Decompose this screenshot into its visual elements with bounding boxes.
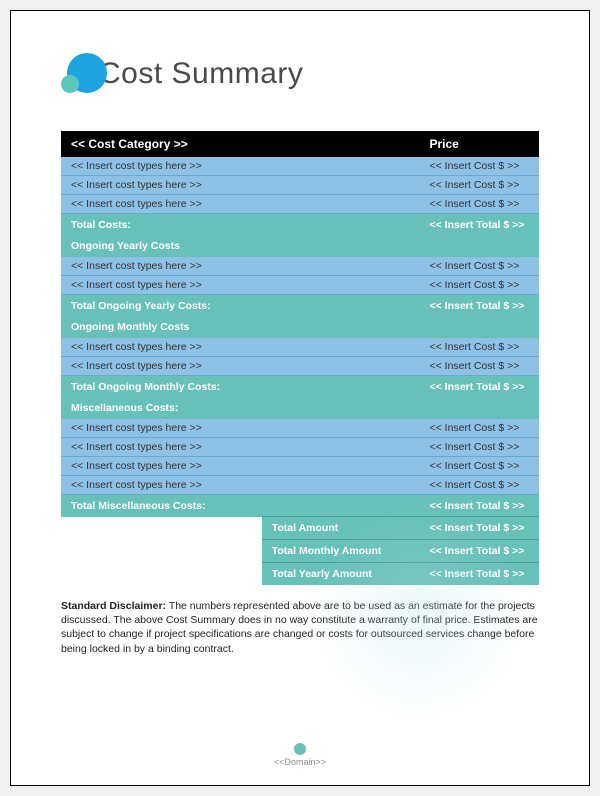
page: Cost Summary << Cost Category >>Price<< … — [10, 10, 590, 786]
section-heading: Ongoing Monthly Costs — [61, 316, 419, 338]
cost-price: << Insert Cost $ >> — [419, 257, 539, 276]
sub-row: Total Costs:<< Insert Total $ >> — [61, 214, 539, 236]
totals-price: << Insert Total $ >> — [419, 540, 539, 563]
sub-row: Ongoing Yearly Costs — [61, 235, 539, 257]
totals-label: Total Amount — [262, 517, 420, 540]
subtotal-label: Total Miscellaneous Costs: — [61, 495, 419, 517]
cost-type-label: << Insert cost types here >> — [61, 457, 419, 476]
cost-type-label: << Insert cost types here >> — [61, 176, 419, 195]
sub-row: Total Miscellaneous Costs:<< Insert Tota… — [61, 495, 539, 517]
subtotal-label: Total Costs: — [61, 214, 419, 236]
section-heading-spacer — [419, 235, 539, 257]
logo-icon — [61, 51, 107, 97]
cost-type-label: << Insert cost types here >> — [61, 357, 419, 376]
subtotal-price: << Insert Total $ >> — [419, 495, 539, 517]
footer-text: <<Domain>> — [274, 757, 326, 767]
sub-row: Miscellaneous Costs: — [61, 397, 539, 419]
subtotal-price: << Insert Total $ >> — [419, 295, 539, 317]
disclaimer: Standard Disclaimer: The numbers represe… — [61, 599, 539, 656]
subtotal-label: Total Ongoing Yearly Costs: — [61, 295, 419, 317]
data-row: << Insert cost types here >><< Insert Co… — [61, 438, 539, 457]
cost-type-label: << Insert cost types here >> — [61, 276, 419, 295]
subtotal-price: << Insert Total $ >> — [419, 376, 539, 398]
data-row: << Insert cost types here >><< Insert Co… — [61, 419, 539, 438]
data-row: << Insert cost types here >><< Insert Co… — [61, 338, 539, 357]
section-heading: Miscellaneous Costs: — [61, 397, 419, 419]
cost-price: << Insert Cost $ >> — [419, 457, 539, 476]
footer: <<Domain>> — [11, 743, 589, 767]
totals-label: Total Monthly Amount — [262, 540, 420, 563]
subtotal-price: << Insert Total $ >> — [419, 214, 539, 236]
section-heading-spacer — [419, 316, 539, 338]
header-category: << Cost Category >> — [61, 131, 419, 157]
footer-dot-icon — [294, 743, 306, 755]
page-title: Cost Summary — [99, 57, 303, 91]
disclaimer-heading: Standard Disclaimer: — [61, 600, 166, 612]
section-heading-spacer — [419, 397, 539, 419]
data-row: << Insert cost types here >><< Insert Co… — [61, 176, 539, 195]
cost-type-label: << Insert cost types here >> — [61, 257, 419, 276]
totals-empty — [61, 517, 262, 540]
cost-price: << Insert Cost $ >> — [419, 276, 539, 295]
cost-price: << Insert Cost $ >> — [419, 438, 539, 457]
section-heading: Ongoing Yearly Costs — [61, 235, 419, 257]
cost-price: << Insert Cost $ >> — [419, 357, 539, 376]
totals-price: << Insert Total $ >> — [419, 563, 539, 586]
cost-price: << Insert Cost $ >> — [419, 195, 539, 214]
totals-price: << Insert Total $ >> — [419, 517, 539, 540]
data-row: << Insert cost types here >><< Insert Co… — [61, 257, 539, 276]
cost-type-label: << Insert cost types here >> — [61, 157, 419, 176]
data-row: << Insert cost types here >><< Insert Co… — [61, 476, 539, 495]
cost-table: << Cost Category >>Price<< Insert cost t… — [61, 131, 539, 585]
totals-empty — [61, 563, 262, 586]
totals-row: Total Monthly Amount<< Insert Total $ >> — [61, 540, 539, 563]
totals-empty — [61, 540, 262, 563]
cost-type-label: << Insert cost types here >> — [61, 419, 419, 438]
subtotal-label: Total Ongoing Monthly Costs: — [61, 376, 419, 398]
cost-type-label: << Insert cost types here >> — [61, 438, 419, 457]
cost-type-label: << Insert cost types here >> — [61, 476, 419, 495]
hdr-row: << Cost Category >>Price — [61, 131, 539, 157]
data-row: << Insert cost types here >><< Insert Co… — [61, 357, 539, 376]
data-row: << Insert cost types here >><< Insert Co… — [61, 195, 539, 214]
cost-price: << Insert Cost $ >> — [419, 176, 539, 195]
totals-label: Total Yearly Amount — [262, 563, 420, 586]
data-row: << Insert cost types here >><< Insert Co… — [61, 157, 539, 176]
sub-row: Total Ongoing Monthly Costs:<< Insert To… — [61, 376, 539, 398]
title-row: Cost Summary — [61, 51, 539, 97]
totals-row: Total Amount<< Insert Total $ >> — [61, 517, 539, 540]
cost-price: << Insert Cost $ >> — [419, 476, 539, 495]
header-price: Price — [419, 131, 539, 157]
data-row: << Insert cost types here >><< Insert Co… — [61, 276, 539, 295]
cost-price: << Insert Cost $ >> — [419, 338, 539, 357]
sub-row: Ongoing Monthly Costs — [61, 316, 539, 338]
sub-row: Total Ongoing Yearly Costs:<< Insert Tot… — [61, 295, 539, 317]
cost-price: << Insert Cost $ >> — [419, 157, 539, 176]
totals-row: Total Yearly Amount<< Insert Total $ >> — [61, 563, 539, 586]
cost-price: << Insert Cost $ >> — [419, 419, 539, 438]
cost-type-label: << Insert cost types here >> — [61, 195, 419, 214]
cost-type-label: << Insert cost types here >> — [61, 338, 419, 357]
data-row: << Insert cost types here >><< Insert Co… — [61, 457, 539, 476]
